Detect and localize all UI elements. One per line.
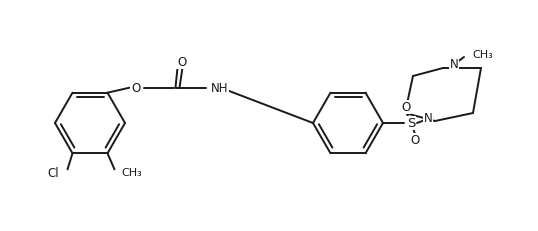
Text: O: O	[401, 101, 410, 114]
Text: CH₃: CH₃	[472, 50, 493, 60]
Text: Cl: Cl	[48, 166, 60, 179]
Text: O: O	[177, 56, 186, 69]
Text: N: N	[450, 58, 459, 71]
Text: O: O	[131, 82, 140, 95]
Text: NH: NH	[210, 82, 228, 95]
Text: N: N	[423, 112, 433, 125]
Text: CH₃: CH₃	[122, 168, 142, 178]
Text: O: O	[410, 134, 420, 147]
Text: S: S	[407, 117, 415, 130]
